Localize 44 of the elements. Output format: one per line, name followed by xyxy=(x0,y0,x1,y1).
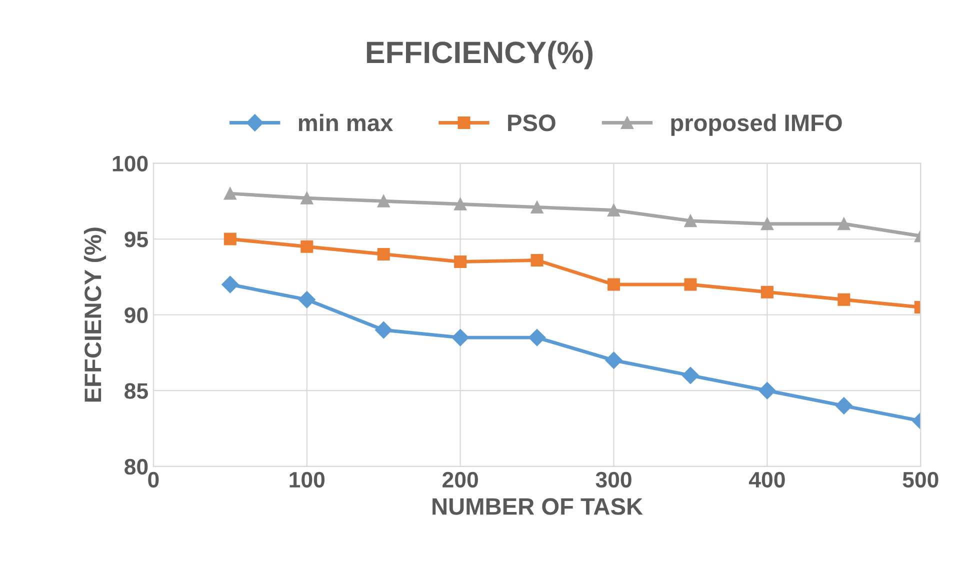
point xyxy=(608,204,620,216)
point xyxy=(530,200,544,214)
point xyxy=(377,194,390,208)
point xyxy=(377,248,390,260)
point xyxy=(758,382,776,400)
point xyxy=(605,352,622,369)
y-tick-label: 90 xyxy=(124,307,148,324)
point xyxy=(760,218,774,230)
point xyxy=(838,218,850,230)
point xyxy=(608,278,620,291)
point xyxy=(454,256,467,268)
point xyxy=(838,293,850,306)
x-tick-label: 500 xyxy=(902,472,938,488)
point xyxy=(835,397,852,414)
point xyxy=(452,329,469,346)
x-tick-label: 400 xyxy=(749,472,785,488)
point xyxy=(530,254,544,266)
point xyxy=(760,286,774,298)
y-tick-label: 85 xyxy=(124,383,148,399)
point xyxy=(375,321,392,339)
x-axis-title: NUMBER OF TASK xyxy=(432,498,643,515)
x-tick-label: 200 xyxy=(442,472,478,488)
x-tick-label: 100 xyxy=(290,472,325,488)
point xyxy=(684,214,697,228)
point xyxy=(528,329,546,346)
point xyxy=(300,192,314,204)
point xyxy=(224,187,236,200)
x-tick-label: 300 xyxy=(596,472,632,488)
point xyxy=(684,278,697,291)
y-tick-label: 95 xyxy=(124,232,148,248)
legend-label: proposed IMFO xyxy=(671,114,842,136)
point xyxy=(298,291,316,308)
point xyxy=(682,366,700,384)
y-tick-label: 80 xyxy=(124,458,148,475)
legend-label: min max xyxy=(298,114,393,132)
y-axis-title: EFFCIENCY (%) xyxy=(84,228,106,402)
point xyxy=(300,240,314,253)
point xyxy=(222,276,239,294)
legend-label: PSO xyxy=(508,114,556,132)
x-tick-label: 0 xyxy=(148,472,159,488)
point xyxy=(224,232,236,246)
chart-title: EFFICIENCY(%) xyxy=(366,40,593,70)
y-tick-label: 100 xyxy=(112,156,148,172)
point xyxy=(454,198,467,210)
